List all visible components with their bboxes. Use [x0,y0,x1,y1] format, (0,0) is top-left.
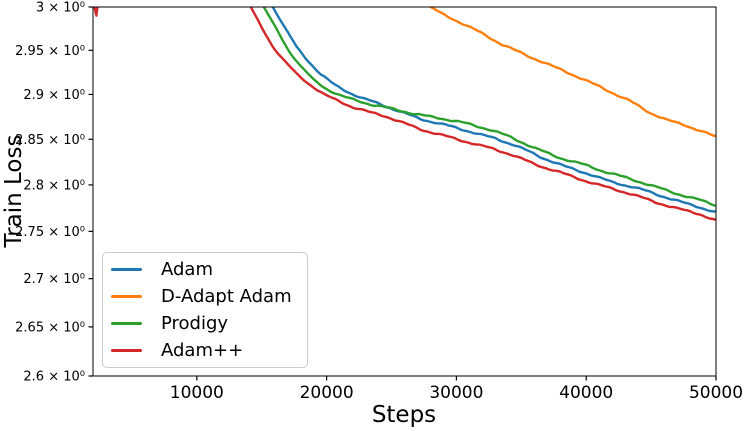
y-tick-label: 2.65 × 10⁰ [15,320,85,335]
legend-item-prodigy: Prodigy [103,310,307,337]
x-tick-label: 50000 [689,383,743,403]
y-tick-label: 2.95 × 10⁰ [15,44,85,59]
series-line-adam [249,7,716,221]
y-tick-label: 2.9 × 10⁰ [23,88,85,103]
y-tick-label: 2.6 × 10⁰ [23,370,85,385]
x-tick-label: 40000 [559,383,613,403]
y-tick-label: 3 × 10⁰ [36,1,85,16]
legend-label-adam-plus-plus: Adam++ [161,340,244,361]
series-line-d-adapt-adam [429,7,716,138]
x-axis-label: Steps [371,402,437,428]
x-tick-label: 10000 [170,383,224,403]
series-line-prodigy [262,7,716,208]
y-tick-label: 2.85 × 10⁰ [15,133,85,148]
y-axis-label: Train Loss [1,134,27,248]
series-lines [93,7,716,221]
x-tick-label: 30000 [429,383,483,403]
series-line-adam [93,7,99,17]
legend-item-adam-plus-plus: Adam++ [103,337,307,364]
legend-line-adam-plus-plus [111,349,142,352]
series-line-adam [271,7,716,213]
y-tick-label: 2.75 × 10⁰ [15,225,85,240]
legend-line-adam [111,268,142,271]
legend-label-adam: Adam [161,259,213,280]
y-tick-label: 2.8 × 10⁰ [23,178,85,193]
legend: Adam D-Adapt Adam Prodigy Adam++ [102,252,308,368]
y-tick-label: 2.7 × 10⁰ [23,272,85,287]
legend-item-d-adapt-adam: D-Adapt Adam [103,283,307,310]
plot-border [92,6,717,377]
legend-label-d-adapt-adam: D-Adapt Adam [161,286,292,307]
legend-line-prodigy [111,322,142,325]
legend-line-d-adapt-adam [111,295,142,298]
x-tick-label: 20000 [300,383,354,403]
legend-item-adam: Adam [103,256,307,283]
legend-label-prodigy: Prodigy [161,313,229,334]
